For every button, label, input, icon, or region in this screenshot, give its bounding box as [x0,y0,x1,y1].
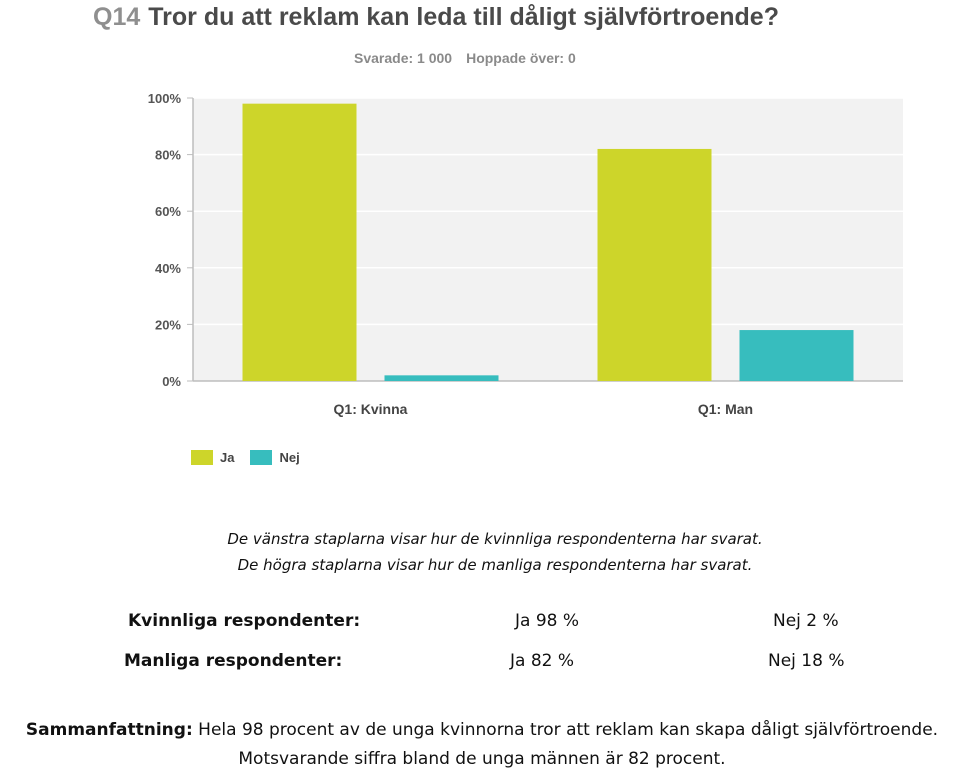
legend-label-ja: Ja [220,450,235,465]
female-respondents-label: Kvinnliga respondenter: [128,611,361,631]
bar-ja-0 [242,103,357,381]
male-respondents-label: Manliga respondenter: [124,651,343,671]
question-title: Q14 Tror du att reklam kan leda till dåli… [93,2,779,32]
summary-label: Sammanfattning: [25,720,193,740]
answered-count: Svarade: 1 000 [354,50,453,66]
response-stats: Svarade: 1 000 Hoppade över: 0 [354,50,576,66]
legend-item-nej: Nej [250,450,300,465]
bar-ja-1 [597,148,712,381]
bar-nej-0 [384,375,499,381]
chart-legend: Ja Nej [191,450,316,465]
male-yes-value: Ja 82 % [510,651,575,671]
caption-left-bars: De vänstra staplarna visar hur de kvinnl… [227,530,763,548]
caption-right-bars: De högra staplarna visar hur de manliga … [237,556,753,574]
y-tick-label: 60% [155,204,181,219]
x-category-label: Q1: Man [698,401,753,417]
legend-label-nej: Nej [279,450,300,465]
summary-text-1: Hela 98 procent av de unga kvinnorna tro… [198,720,939,740]
summary-line-2: Motsvarande siffra bland de unga männen … [238,749,726,769]
question-text: Tror du att reklam kan leda till dåligt … [148,3,779,31]
male-no-value: Nej 18 % [768,651,845,671]
question-number: Q14 [93,3,141,31]
x-category-label: Q1: Kvinna [334,401,408,417]
y-tick-label: 0% [162,374,181,389]
y-tick-label: 80% [155,148,181,163]
bar-nej-1 [739,330,854,381]
y-tick-label: 40% [155,261,181,276]
legend-swatch-ja [191,450,213,465]
y-tick-label: 100% [148,91,182,106]
bar-chart: 0% 20% 40% 60% 80% 100% Q1: Kvinna Q1: Man [148,91,903,417]
female-no-value: Nej 2 % [773,611,839,631]
legend-item-ja: Ja [191,450,234,465]
skipped-count: Hoppade över: 0 [466,50,576,66]
summary-line-1: Sammanfattning: Hela 98 procent av de un… [0,720,960,740]
legend-swatch-nej [250,450,273,465]
y-tick-label: 20% [155,317,181,332]
female-yes-value: Ja 98 % [515,611,580,631]
